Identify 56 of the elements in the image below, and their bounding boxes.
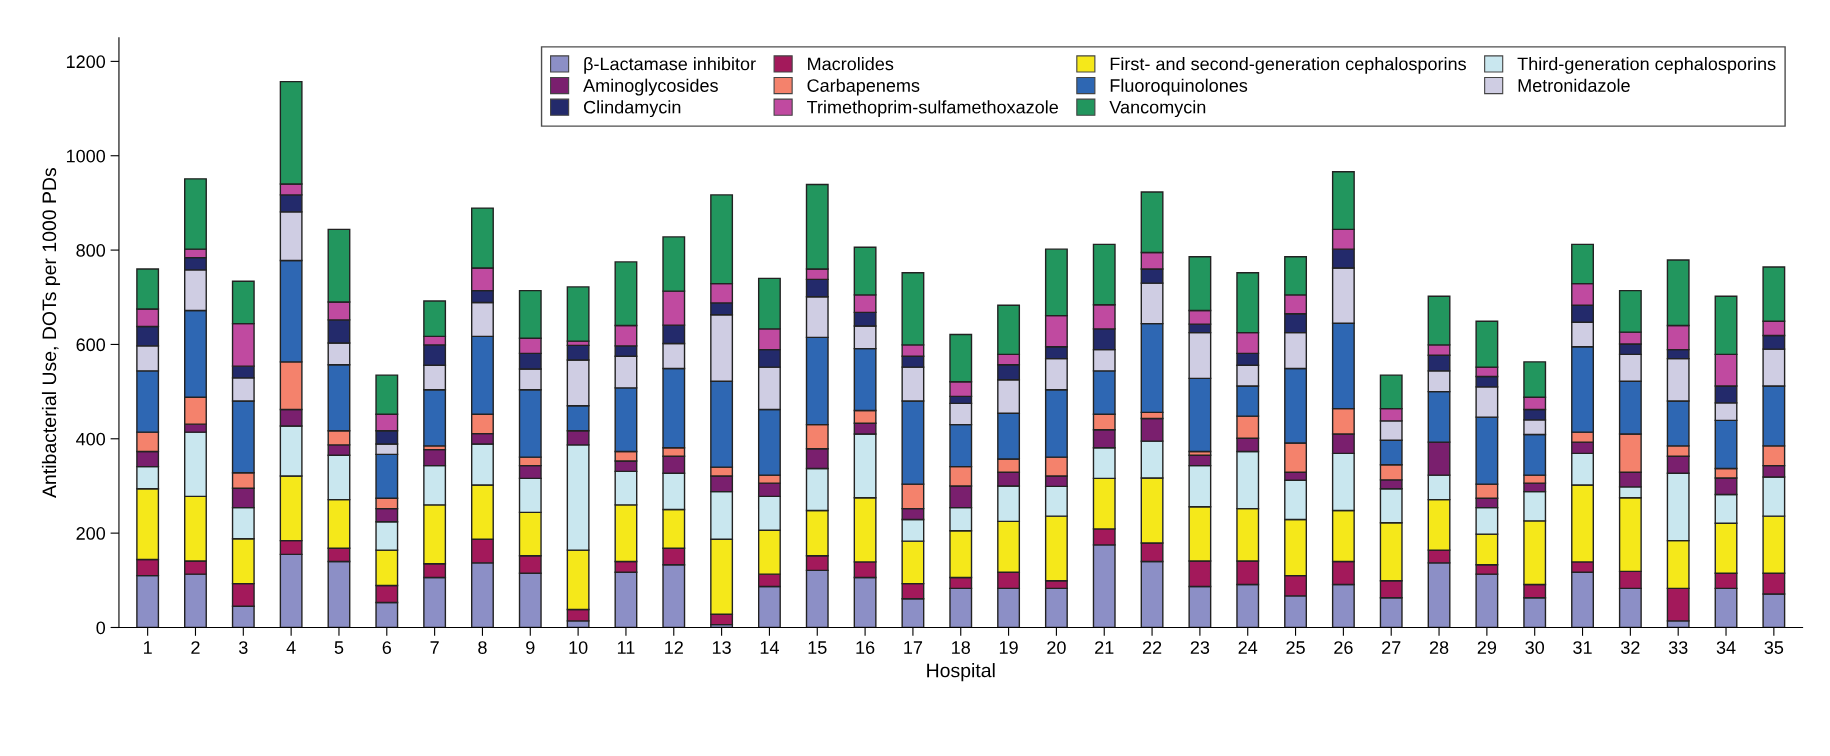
- legend-label: Trimethoprim-sulfamethoxazole: [807, 100, 1058, 118]
- x-tick-label: 28: [1429, 641, 1449, 654]
- legend-label: Third-generation cephalosporins: [1517, 57, 1776, 74]
- legend-label: Macrolides: [808, 57, 894, 71]
- x-tick-label: 17: [904, 641, 923, 654]
- legend-label: Clindamycin: [584, 100, 681, 118]
- x-tick-label: 31: [1573, 641, 1592, 654]
- y-tick-label: 200: [76, 527, 106, 540]
- y-tick-label: 1000: [66, 149, 106, 163]
- legend-label: Fluoroquinolones: [1110, 78, 1248, 96]
- y-axis-title: Antibacterial Use, DOTs per 1000 PDs: [41, 167, 61, 498]
- x-tick-label: 35: [1764, 641, 1784, 654]
- x-tick-label: 27: [1382, 641, 1401, 654]
- x-tick-label: 15: [808, 641, 827, 654]
- x-tick-label: 26: [1334, 641, 1353, 654]
- y-tick-label: 400: [76, 432, 106, 446]
- x-tick-label: 12: [665, 641, 683, 654]
- y-tick-label: 800: [76, 244, 106, 257]
- x-tick-label: 9: [526, 641, 535, 654]
- x-tick-label: 25: [1286, 641, 1305, 654]
- x-tick-label: 32: [1621, 641, 1640, 654]
- y-tick-label: 600: [76, 338, 106, 352]
- x-tick-label: 4: [286, 641, 296, 654]
- x-tick-label: 22: [1142, 641, 1162, 654]
- x-tick-label: 6: [382, 641, 392, 654]
- x-tick-label: 11: [617, 641, 635, 654]
- x-tick-label: 8: [478, 641, 487, 654]
- legend-label: β-Lactamase inhibitor: [584, 57, 756, 74]
- legend-label: First- and second-generation cephalosporins: [1110, 57, 1466, 74]
- x-tick-label: 7: [430, 641, 439, 654]
- legend-label: Vancomycin: [1109, 100, 1206, 118]
- x-tick-label: 18: [952, 641, 971, 654]
- legend-label: Metronidazole: [1518, 78, 1630, 92]
- x-axis-title: Hospital: [927, 663, 995, 682]
- x-tick-label: 14: [760, 641, 779, 654]
- x-tick-label: 21: [1095, 641, 1114, 654]
- y-tick-label: 0: [96, 621, 106, 635]
- x-tick-label: 16: [856, 641, 875, 654]
- x-tick-label: 24: [1238, 641, 1258, 654]
- x-tick-label: 30: [1525, 641, 1545, 654]
- x-tick-label: 1: [144, 641, 152, 654]
- x-tick-label: 34: [1716, 641, 1736, 654]
- x-tick-label: 2: [191, 641, 200, 654]
- y-tick-label: 1200: [66, 55, 106, 69]
- legend-label: Aminoglycosides: [583, 78, 718, 96]
- x-tick-label: 5: [334, 641, 344, 654]
- x-tick-label: 13: [712, 641, 731, 654]
- x-tick-label: 23: [1190, 641, 1210, 654]
- x-tick-label: 10: [569, 641, 588, 654]
- legend-label: Carbapenems: [807, 78, 920, 96]
- x-tick-label: 3: [238, 641, 248, 654]
- x-tick-label: 19: [999, 641, 1018, 654]
- x-tick-label: 29: [1477, 641, 1497, 654]
- x-tick-label: 33: [1668, 641, 1688, 654]
- bar: [566, 286, 590, 342]
- x-tick-label: 20: [1047, 641, 1066, 654]
